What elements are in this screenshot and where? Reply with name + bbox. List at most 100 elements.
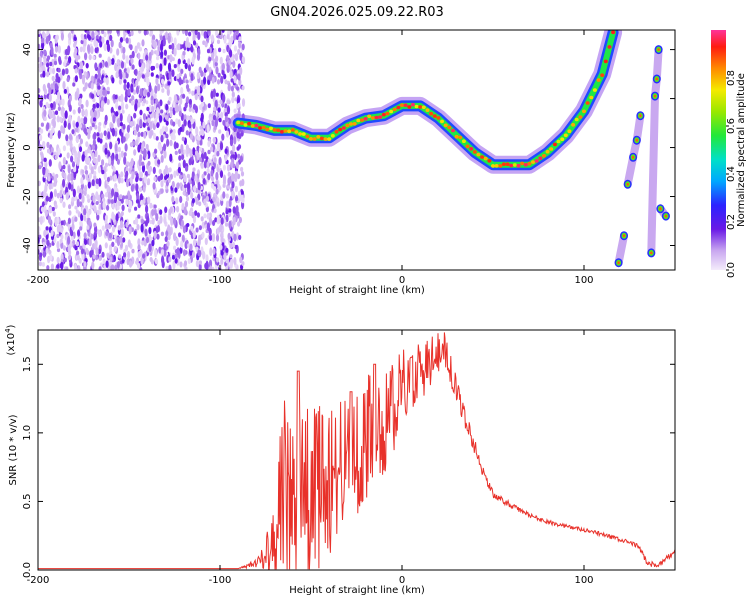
- noise-cell: [90, 166, 94, 175]
- ridge-peak: [480, 155, 485, 159]
- noise-cell: [42, 251, 46, 258]
- noise-cell: [178, 103, 182, 113]
- noise-cell: [160, 173, 164, 181]
- noise-cell: [61, 68, 65, 76]
- noise-cell: [165, 103, 169, 111]
- noise-cell: [154, 148, 158, 154]
- ridge-peak: [567, 129, 572, 133]
- noise-cell: [236, 131, 240, 139]
- noise-cell: [61, 171, 65, 177]
- noise-cell: [199, 125, 203, 130]
- noise-cell: [146, 69, 150, 78]
- ridge-peak: [527, 161, 532, 166]
- noise-cell: [207, 79, 211, 86]
- noise-cell: [111, 188, 115, 197]
- noise-cell: [70, 172, 74, 182]
- noise-cell: [60, 234, 64, 240]
- colorbar-tick-label: 0.4: [726, 166, 737, 182]
- noise-cell: [215, 66, 219, 75]
- noise-cell: [188, 31, 192, 37]
- noise-cell: [180, 215, 184, 220]
- ridge-peak: [301, 132, 306, 136]
- noise-cell: [211, 233, 216, 243]
- noise-cell: [122, 136, 126, 143]
- noise-cell: [140, 257, 144, 265]
- noise-cell: [192, 147, 196, 156]
- noise-cell: [180, 68, 184, 75]
- noise-cell: [107, 224, 112, 230]
- noise-cell: [152, 166, 156, 174]
- noise-cell: [179, 44, 183, 50]
- noise-cell: [75, 121, 79, 128]
- ridge-peak: [552, 142, 557, 147]
- noise-cell: [152, 132, 157, 140]
- noise-cell: [190, 118, 194, 125]
- noise-cell: [210, 169, 214, 177]
- noise-cell: [93, 163, 97, 170]
- noise-cell: [220, 75, 224, 84]
- noise-cell: [57, 91, 61, 100]
- noise-cell: [187, 64, 192, 72]
- noise-cell: [108, 244, 113, 252]
- noise-cell: [108, 232, 112, 239]
- ridge-peak: [243, 123, 248, 127]
- noise-cell: [158, 168, 162, 175]
- noise-cell: [187, 258, 191, 265]
- noise-cell: [233, 45, 238, 52]
- noise-cell: [140, 59, 144, 64]
- noise-cell: [215, 92, 219, 97]
- noise-cell: [194, 210, 198, 216]
- noise-cell: [206, 168, 210, 174]
- noise-cell: [80, 176, 84, 185]
- noise-cell: [63, 120, 67, 128]
- noise-cell: [110, 39, 114, 48]
- noise-cell: [74, 91, 78, 100]
- noise-cell: [106, 184, 110, 194]
- noise-cell: [62, 156, 66, 165]
- ridge-peak: [265, 127, 270, 132]
- noise-cell: [210, 34, 215, 43]
- noise-cell: [83, 261, 87, 268]
- noise-cell: [48, 183, 52, 190]
- noise-cell: [189, 187, 194, 193]
- ridge-peak: [476, 152, 481, 157]
- noise-cell: [50, 229, 54, 237]
- noise-cell: [147, 160, 151, 166]
- noise-cell: [77, 106, 81, 114]
- noise-cell: [160, 30, 165, 33]
- noise-cell: [185, 40, 189, 49]
- ridge-peak: [531, 160, 535, 164]
- noise-cell: [214, 62, 218, 67]
- noise-cell: [87, 181, 91, 189]
- noise-cell: [104, 192, 109, 198]
- noise-cell: [92, 117, 97, 122]
- noise-cell: [46, 62, 50, 68]
- noise-cell: [70, 236, 74, 241]
- noise-cell: [51, 67, 56, 75]
- noise-cell: [75, 209, 79, 214]
- noise-cell: [201, 221, 205, 229]
- noise-cell: [162, 38, 166, 47]
- x-tick-label: 100: [574, 275, 593, 286]
- noise-cell: [228, 208, 232, 213]
- noise-cell: [119, 37, 123, 43]
- noise-cell: [157, 143, 161, 150]
- noise-cell: [87, 198, 91, 203]
- noise-cell: [97, 68, 101, 74]
- snr-x-tick-label: -100: [209, 575, 232, 586]
- noise-cell: [101, 225, 105, 231]
- noise-cell: [207, 173, 211, 181]
- noise-cell: [45, 247, 49, 254]
- noise-cell: [236, 86, 240, 91]
- noise-cell: [91, 93, 95, 99]
- ridge-peak: [305, 134, 310, 139]
- noise-cell: [38, 165, 42, 170]
- x-tick-label: -100: [209, 275, 232, 286]
- noise-cell: [156, 122, 160, 128]
- noise-cell: [208, 56, 212, 62]
- noise-cell: [216, 39, 221, 45]
- noise-cell: [82, 44, 86, 53]
- noise-cell: [165, 266, 169, 270]
- noise-cell: [106, 39, 110, 46]
- noise-cell: [168, 71, 172, 80]
